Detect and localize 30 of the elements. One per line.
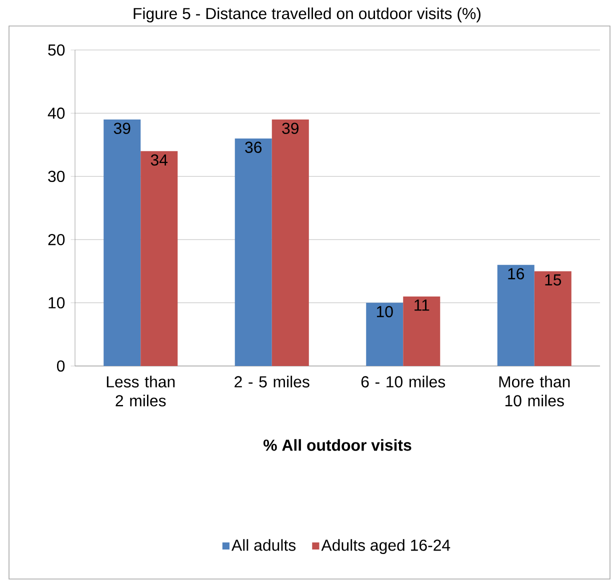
bar [104,120,141,366]
bar [497,264,534,366]
bar [403,296,440,366]
bar [534,271,572,366]
x-axis-title: % All outdoor visits [264,439,412,451]
data-label: 11 [414,300,430,311]
data-label: 15 [545,274,562,286]
data-label: 16 [508,268,524,280]
x-tick-label: Less than 2 miles [106,376,175,406]
bar [234,138,272,366]
data-label: 36 [245,142,262,153]
data-label: 39 [114,122,130,134]
legend-label: Adults aged 16-24 [321,539,450,554]
y-tick-label: 50 [48,44,65,56]
data-label: 10 [376,306,393,318]
x-tick-label: 6 - 10 miles [361,376,446,388]
bar [140,151,178,366]
y-tick-label: 20 [48,234,65,246]
y-tick-label: 10 [48,297,65,308]
y-tick-label: 40 [48,108,65,119]
legend-label: All adults [232,539,296,551]
bar [366,302,404,366]
data-label: 34 [150,154,168,166]
bar [272,120,309,366]
y-tick-label: 0 [57,360,65,372]
x-tick-label: More than 10 miles [499,376,570,406]
y-tick-label: 30 [48,170,65,182]
chart-title: Figure 5 - Distance travelled on outdoor visits (%) [134,8,480,22]
data-label: 39 [282,122,298,134]
x-tick-label: 2 - 5 miles [234,376,310,388]
